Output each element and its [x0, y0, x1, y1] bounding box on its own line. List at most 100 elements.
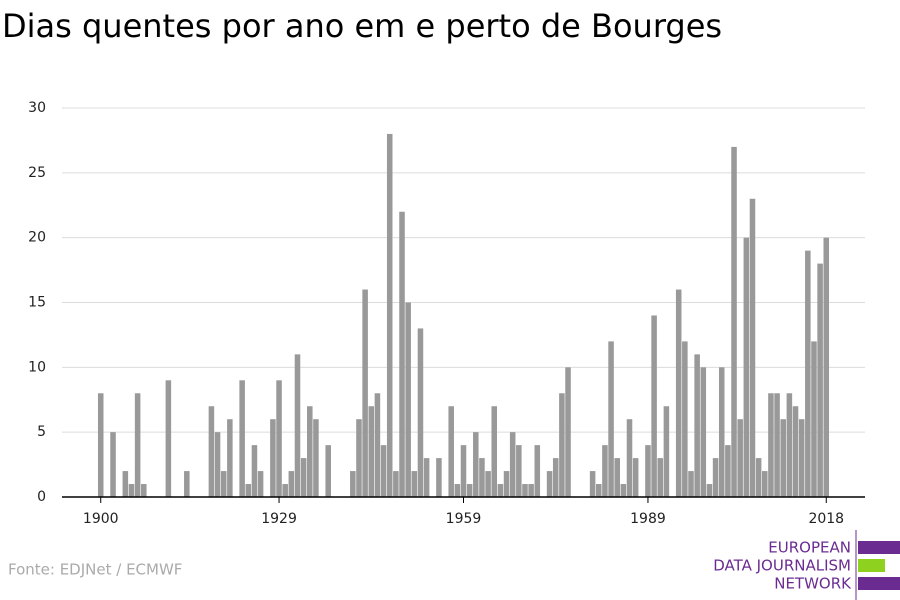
bar [141, 484, 147, 497]
bar [534, 445, 541, 497]
logo-bar [858, 559, 885, 572]
source: Fonte: EDJNet / ECMWF [8, 561, 182, 579]
bar [712, 458, 719, 497]
bar [731, 146, 737, 497]
bar [208, 406, 215, 497]
bar [792, 406, 799, 497]
bar [393, 471, 399, 497]
bar [626, 419, 633, 497]
logo-bar [858, 541, 900, 554]
bar [227, 419, 233, 497]
bar [798, 419, 805, 497]
bar [282, 484, 288, 497]
bar [645, 445, 651, 497]
y-tick-label: 15 [28, 295, 46, 311]
y-tick-label: 20 [28, 230, 46, 246]
bar [436, 458, 442, 497]
bar [350, 471, 356, 497]
bar [270, 419, 276, 497]
bar [294, 354, 301, 497]
bar [755, 458, 762, 497]
bar [251, 445, 258, 497]
bar [817, 263, 823, 497]
logo-bar [858, 577, 900, 590]
bar [725, 445, 731, 497]
bar [466, 484, 473, 497]
bar [368, 406, 375, 497]
bar [454, 484, 461, 497]
bar [589, 471, 596, 497]
bar [307, 406, 313, 497]
bar [362, 289, 368, 497]
bar [485, 471, 491, 497]
bar [718, 367, 725, 497]
bar [497, 484, 504, 497]
bar [786, 393, 793, 497]
bar [122, 471, 129, 497]
bar [214, 432, 221, 497]
bar [706, 484, 713, 497]
y-tick-label: 25 [28, 165, 46, 181]
bar [688, 471, 694, 497]
bar [503, 471, 510, 497]
logo-text: DATA JOURNALISM [713, 557, 851, 575]
x-tick-label: 1929 [261, 511, 297, 527]
bar [602, 445, 608, 497]
bar [663, 406, 670, 497]
bar [774, 393, 780, 497]
bar [516, 445, 522, 497]
bar [276, 380, 282, 497]
x-tick-label: 2018 [808, 511, 844, 527]
y-tick-label: 5 [37, 424, 46, 440]
x-tick-label: 1900 [83, 511, 119, 527]
bar [682, 341, 688, 497]
bar [620, 484, 627, 497]
bar [134, 393, 141, 497]
bar [522, 484, 528, 497]
bar [399, 211, 405, 497]
bar [596, 484, 602, 497]
bar [325, 445, 331, 497]
bar [473, 432, 479, 497]
bar [559, 393, 565, 497]
bar [417, 328, 424, 497]
bar [737, 419, 743, 497]
bar [762, 471, 768, 497]
bar [288, 471, 295, 497]
bar [565, 367, 571, 497]
bar [110, 432, 116, 497]
x-tick-label: 1989 [630, 511, 666, 527]
bar [220, 471, 227, 497]
bar [257, 471, 264, 497]
logo-text: NETWORK [774, 575, 852, 593]
y-tick-label: 30 [28, 100, 46, 116]
bar [380, 445, 387, 497]
bar [768, 393, 774, 497]
bar [528, 484, 534, 497]
bar [128, 484, 135, 497]
bar [411, 471, 418, 497]
x-tick-label: 1959 [446, 511, 482, 527]
bar [749, 198, 756, 497]
bar [546, 471, 553, 497]
bar [313, 419, 319, 497]
bar [165, 380, 172, 497]
bar [805, 250, 811, 497]
bar [460, 445, 467, 497]
bar [552, 458, 559, 497]
bar [356, 419, 362, 497]
bar [614, 458, 620, 497]
bar [479, 458, 485, 497]
y-tick-label: 0 [37, 489, 46, 505]
bar [509, 432, 516, 497]
bar [300, 458, 307, 497]
y-tick-label: 10 [28, 359, 46, 375]
bar [780, 419, 786, 497]
bar [632, 458, 639, 497]
bar [694, 354, 700, 497]
bar [184, 471, 190, 497]
bar [423, 458, 430, 497]
logo-text: EUROPEAN [768, 539, 851, 557]
chart-title: Dias quentes por ano em e perto de Bourg… [2, 7, 722, 45]
bar [675, 289, 682, 497]
